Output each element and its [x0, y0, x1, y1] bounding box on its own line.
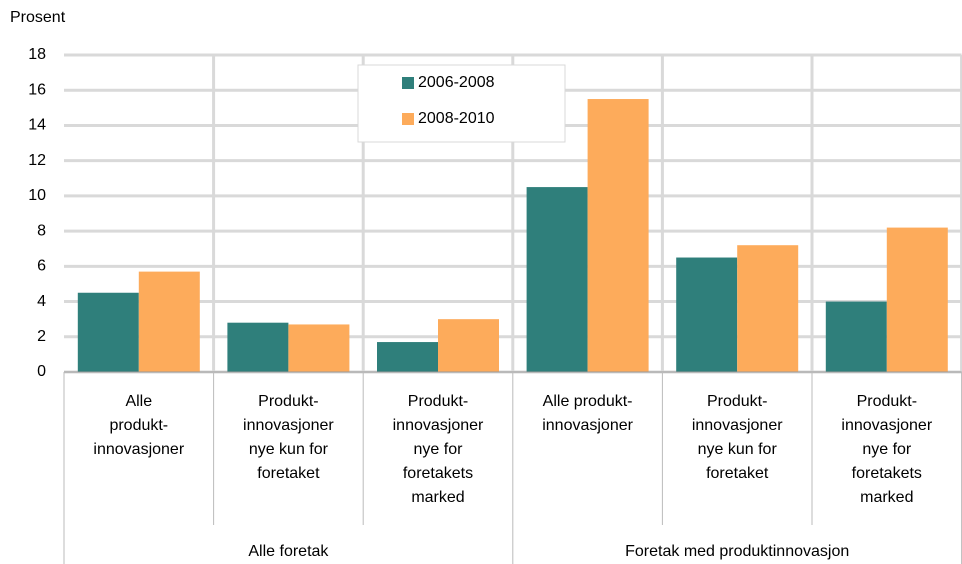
- x-tick-label: Alle: [125, 393, 152, 410]
- y-tick-label: 8: [37, 222, 46, 239]
- y-axis-label: Prosent: [10, 9, 66, 26]
- y-tick-label: 10: [28, 187, 46, 204]
- legend-label: 2008-2010: [418, 110, 495, 127]
- bar: [77, 292, 139, 372]
- legend-label: 2006-2008: [418, 74, 495, 91]
- x-tick-label: Produkt-: [707, 393, 767, 410]
- x-tick-label: Produkt-: [258, 393, 318, 410]
- x-tick-label: foretakets: [403, 465, 473, 482]
- bar: [377, 342, 438, 372]
- x-tick-label: nye kun for: [249, 441, 329, 458]
- bar: [438, 319, 499, 372]
- x-tick-label: marked: [860, 489, 913, 506]
- group-label: Alle foretak: [248, 543, 329, 560]
- y-tick-label: 4: [37, 293, 46, 310]
- x-tick-label: innovasjoner: [393, 417, 484, 434]
- bar: [227, 322, 289, 372]
- y-tick-label: 18: [28, 46, 46, 63]
- y-tick-label: 12: [28, 152, 46, 169]
- y-tick-label: 16: [28, 81, 46, 98]
- bar: [886, 227, 948, 372]
- x-tick-label: marked: [411, 489, 464, 506]
- x-tick-label: innovasjoner: [692, 417, 783, 434]
- y-tick-label: 14: [28, 117, 46, 134]
- y-tick-label: 2: [37, 328, 46, 345]
- x-tick-label: Alle produkt-: [543, 393, 633, 410]
- bar: [587, 99, 649, 373]
- x-tick-label: nye for: [414, 441, 464, 458]
- bar: [676, 257, 738, 372]
- legend-box: [357, 64, 566, 143]
- x-tick-label: Produkt-: [408, 393, 468, 410]
- x-tick-label: innovasjoner: [542, 417, 633, 434]
- bar: [138, 271, 200, 372]
- x-tick-label: nye for: [862, 441, 912, 458]
- legend-swatch: [402, 113, 414, 125]
- x-tick-label: Produkt-: [857, 393, 917, 410]
- group-label: Foretak med produktinnovasjon: [625, 543, 849, 560]
- x-tick-label: nye kun for: [698, 441, 778, 458]
- bar: [288, 324, 350, 372]
- x-tick-label: produkt-: [109, 417, 168, 434]
- x-tick-label: innovasjoner: [243, 417, 334, 434]
- bar: [825, 301, 887, 372]
- y-tick-label: 6: [37, 258, 46, 275]
- x-tick-label: foretakets: [852, 465, 922, 482]
- legend-swatch: [402, 77, 414, 89]
- bar: [737, 245, 799, 372]
- bar: [526, 187, 588, 372]
- y-tick-label: 0: [37, 363, 46, 380]
- x-tick-label: foretaket: [706, 465, 769, 482]
- x-tick-label: innovasjoner: [93, 441, 184, 458]
- x-tick-label: innovasjoner: [841, 417, 932, 434]
- x-tick-label: foretaket: [257, 465, 320, 482]
